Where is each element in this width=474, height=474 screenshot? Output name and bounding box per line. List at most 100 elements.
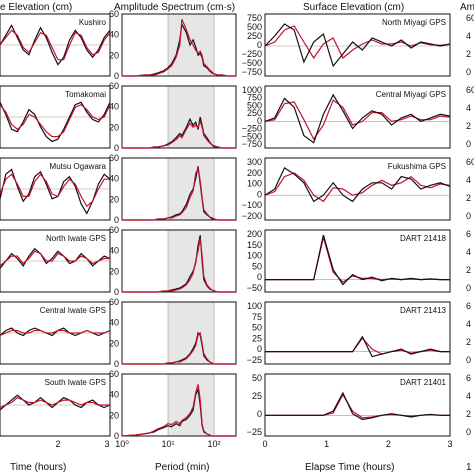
right-y-tick: 75 bbox=[252, 312, 262, 322]
right-panel-frame bbox=[264, 229, 451, 293]
right-y-tick: −500 bbox=[242, 131, 262, 141]
right-synthetic-line bbox=[265, 237, 450, 283]
right-y-tick: 200 bbox=[247, 168, 262, 178]
left-synthetic-line bbox=[0, 29, 111, 61]
left-x-tick: 3 bbox=[104, 439, 109, 449]
left-synthetic-line bbox=[0, 329, 111, 337]
left-station-label: South Iwate GPS bbox=[45, 378, 106, 387]
right-y-tick: 200 bbox=[247, 229, 262, 239]
fragment-y-tick: 60 bbox=[466, 157, 474, 167]
right-y-tick: −25 bbox=[247, 355, 262, 365]
left-synthetic-line bbox=[0, 104, 111, 138]
right-y-tick: −25 bbox=[247, 427, 262, 437]
right-observed-line bbox=[265, 234, 450, 286]
right-y-tick: 300 bbox=[247, 157, 262, 167]
left-station-label: North Iwate GPS bbox=[46, 234, 106, 243]
right-y-tick: −500 bbox=[242, 58, 262, 68]
spectrum-panel-frame bbox=[121, 85, 237, 149]
spectrum-y-tick: 0 bbox=[114, 287, 119, 297]
col3-xlabel: Elapse Time (hours) bbox=[305, 462, 394, 473]
right-y-tick: 750 bbox=[247, 93, 262, 103]
left-observed-line bbox=[0, 247, 111, 269]
fragment-y-tick: 2 bbox=[466, 337, 471, 347]
right-y-tick: 0 bbox=[257, 40, 262, 50]
right-y-tick: 100 bbox=[247, 301, 262, 311]
spectrum-synthetic-line bbox=[121, 384, 236, 437]
right-y-tick: 1000 bbox=[242, 85, 262, 95]
spectrum-y-tick: 40 bbox=[109, 102, 119, 112]
spectrum-y-tick: 40 bbox=[109, 174, 119, 184]
fragment-y-tick: 60 bbox=[466, 13, 474, 23]
right-y-tick: 100 bbox=[247, 179, 262, 189]
fragment-y-tick: 60 bbox=[466, 85, 474, 95]
right-observed-line bbox=[265, 335, 450, 358]
right-panel-frame bbox=[264, 301, 451, 365]
spectrum-y-tick: 60 bbox=[109, 9, 119, 19]
col3-title: Surface Elevation (cm) bbox=[303, 2, 404, 13]
spectrum-y-tick: 40 bbox=[109, 390, 119, 400]
fragment-y-tick: 4 bbox=[466, 31, 471, 41]
right-y-tick: 0 bbox=[257, 409, 262, 419]
spectrum-y-tick: 0 bbox=[114, 359, 119, 369]
spectrum-y-tick: 0 bbox=[114, 143, 119, 153]
left-observed-line bbox=[0, 24, 111, 66]
fragment-y-tick: 4 bbox=[466, 103, 471, 113]
right-y-tick: 150 bbox=[247, 240, 262, 250]
spectrum-panel-frame bbox=[121, 157, 237, 221]
spectrum-synthetic-line bbox=[122, 238, 236, 293]
fragment-y-tick: 0 bbox=[466, 355, 471, 365]
fragment-y-tick: 0 bbox=[466, 139, 471, 149]
left-station-label: Tomakomai bbox=[65, 90, 106, 99]
right-y-tick: −750 bbox=[242, 139, 262, 149]
right-y-tick: 500 bbox=[247, 100, 262, 110]
right-y-tick: 0 bbox=[257, 189, 262, 199]
left-synthetic-line bbox=[0, 250, 110, 267]
col2-title: Amplitude Spectrum (cm·s) bbox=[114, 2, 235, 13]
right-y-tick: 100 bbox=[247, 251, 262, 261]
spectrum-y-tick: 0 bbox=[114, 215, 119, 225]
fragment-y-tick: 2 bbox=[466, 121, 471, 131]
right-x-tick: 0 bbox=[262, 439, 267, 449]
right-y-tick: −100 bbox=[242, 200, 262, 210]
fragment-y-tick: 4 bbox=[466, 319, 471, 329]
right-y-tick: 50 bbox=[252, 373, 262, 383]
spectrum-y-tick: 20 bbox=[109, 50, 119, 60]
spectrum-synthetic-line bbox=[122, 331, 236, 365]
spectrum-panel-frame bbox=[121, 229, 237, 293]
spectrum-y-tick: 0 bbox=[114, 431, 119, 441]
right-y-tick: 0 bbox=[257, 344, 262, 354]
right-y-tick: −750 bbox=[242, 67, 262, 77]
left-observed-line bbox=[0, 394, 111, 411]
right-y-tick: 250 bbox=[247, 31, 262, 41]
right-y-tick: 750 bbox=[247, 13, 262, 23]
spectrum-y-tick: 60 bbox=[109, 225, 119, 235]
right-y-tick: 25 bbox=[252, 391, 262, 401]
right-y-tick: 0 bbox=[257, 116, 262, 126]
right-y-tick: −200 bbox=[242, 211, 262, 221]
spectrum-synthetic-line bbox=[122, 18, 236, 77]
fragment-y-tick: 0 bbox=[466, 211, 471, 221]
fragment-y-tick: 6 bbox=[466, 373, 471, 383]
spectrum-y-tick: 0 bbox=[114, 71, 119, 81]
spectrum-x-tick: 10⁰ bbox=[115, 439, 129, 449]
left-observed-line bbox=[0, 101, 111, 143]
fragment-y-tick: 0 bbox=[466, 427, 471, 437]
left-station-label: Kushiro bbox=[79, 18, 107, 27]
right-y-tick: −250 bbox=[242, 49, 262, 59]
left-synthetic-line bbox=[0, 396, 110, 409]
col1-xlabel: Time (hours) bbox=[10, 462, 66, 473]
spectrum-y-tick: 40 bbox=[109, 246, 119, 256]
fragment-y-tick: 0 bbox=[466, 67, 471, 77]
fragment-y-tick: 2 bbox=[466, 193, 471, 203]
spectrum-x-tick: 10¹ bbox=[162, 439, 175, 449]
left-station-label: Mutsu Ogawara bbox=[50, 162, 107, 171]
right-y-tick: −250 bbox=[242, 124, 262, 134]
right-observed-line bbox=[264, 23, 451, 68]
spectrum-x-tick: 10² bbox=[208, 439, 221, 449]
spectrum-y-tick: 40 bbox=[109, 318, 119, 328]
period-band bbox=[168, 374, 215, 436]
right-y-tick: 500 bbox=[247, 22, 262, 32]
right-observed-line bbox=[264, 93, 451, 144]
right-station-label: North Miyagi GPS bbox=[382, 18, 446, 27]
right-y-tick: 50 bbox=[252, 323, 262, 333]
